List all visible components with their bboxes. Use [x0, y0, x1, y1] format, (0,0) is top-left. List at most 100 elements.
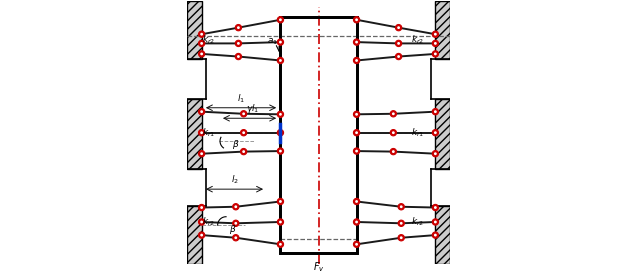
- Circle shape: [434, 33, 437, 36]
- Circle shape: [279, 131, 282, 134]
- Bar: [187, 1, 202, 59]
- Circle shape: [355, 131, 358, 134]
- Text: $k_{r2}$: $k_{r2}$: [203, 216, 216, 228]
- Circle shape: [354, 17, 360, 23]
- Circle shape: [392, 131, 395, 134]
- Bar: [435, 1, 450, 59]
- Circle shape: [434, 206, 437, 209]
- Circle shape: [354, 148, 360, 154]
- Circle shape: [279, 200, 282, 203]
- Circle shape: [200, 234, 203, 237]
- Circle shape: [237, 42, 240, 45]
- Circle shape: [398, 235, 404, 241]
- Circle shape: [433, 129, 438, 136]
- Circle shape: [200, 152, 203, 155]
- Circle shape: [397, 55, 400, 58]
- Circle shape: [433, 219, 438, 225]
- Circle shape: [355, 113, 358, 116]
- Circle shape: [434, 234, 437, 237]
- Text: $k_{r2}$: $k_{r2}$: [411, 216, 424, 228]
- Text: $\beta$: $\beta$: [232, 138, 240, 151]
- Circle shape: [237, 55, 240, 58]
- Circle shape: [241, 129, 247, 136]
- Circle shape: [354, 111, 360, 118]
- Circle shape: [277, 129, 283, 136]
- Circle shape: [279, 113, 282, 116]
- Text: $k_{r1}$: $k_{r1}$: [203, 126, 216, 139]
- Text: $k_{r2}$: $k_{r2}$: [203, 33, 216, 46]
- Circle shape: [199, 40, 204, 47]
- Circle shape: [233, 235, 239, 241]
- Text: $k_{r2}$: $k_{r2}$: [411, 33, 424, 46]
- Circle shape: [199, 108, 204, 115]
- Circle shape: [200, 52, 203, 55]
- Circle shape: [279, 221, 282, 223]
- Bar: [435, 206, 450, 264]
- Circle shape: [277, 17, 283, 23]
- Circle shape: [355, 221, 358, 223]
- Text: $F_v$: $F_v$: [313, 260, 324, 274]
- Bar: [187, 206, 202, 264]
- Circle shape: [390, 111, 396, 117]
- Circle shape: [355, 200, 358, 203]
- Circle shape: [433, 40, 438, 47]
- Circle shape: [355, 41, 358, 44]
- Circle shape: [242, 131, 245, 134]
- Circle shape: [354, 57, 360, 64]
- Circle shape: [355, 59, 358, 62]
- Circle shape: [279, 243, 282, 246]
- Circle shape: [277, 57, 283, 64]
- Circle shape: [277, 111, 283, 118]
- Circle shape: [242, 112, 245, 115]
- Circle shape: [235, 53, 241, 60]
- Circle shape: [277, 219, 283, 225]
- Circle shape: [398, 204, 404, 210]
- Circle shape: [355, 243, 358, 246]
- Circle shape: [279, 41, 282, 44]
- Circle shape: [392, 150, 395, 153]
- Circle shape: [200, 110, 203, 113]
- Circle shape: [241, 148, 247, 155]
- Circle shape: [434, 221, 437, 223]
- Circle shape: [277, 148, 283, 154]
- Circle shape: [234, 222, 237, 225]
- Circle shape: [354, 129, 360, 136]
- Circle shape: [354, 39, 360, 45]
- Circle shape: [390, 129, 396, 136]
- Circle shape: [434, 152, 437, 155]
- Circle shape: [392, 112, 395, 115]
- Circle shape: [277, 198, 283, 205]
- Circle shape: [199, 150, 204, 157]
- Circle shape: [233, 220, 239, 226]
- Circle shape: [354, 219, 360, 225]
- Circle shape: [279, 150, 282, 153]
- Circle shape: [396, 53, 402, 60]
- Circle shape: [434, 42, 437, 45]
- Circle shape: [277, 39, 283, 45]
- Circle shape: [233, 204, 239, 210]
- Circle shape: [235, 25, 241, 31]
- Circle shape: [279, 59, 282, 62]
- Circle shape: [434, 52, 437, 55]
- Circle shape: [241, 111, 247, 117]
- Circle shape: [400, 205, 403, 208]
- Text: $l_2$: $l_2$: [231, 174, 238, 186]
- Circle shape: [199, 31, 204, 37]
- Bar: [280, 17, 357, 253]
- Circle shape: [400, 236, 403, 239]
- Circle shape: [433, 150, 438, 157]
- Text: $l_1$: $l_1$: [237, 92, 245, 105]
- Circle shape: [199, 51, 204, 57]
- Circle shape: [433, 51, 438, 57]
- Text: $\gamma l_1$: $\gamma l_1$: [245, 102, 259, 115]
- Text: $\beta$: $\beta$: [229, 223, 237, 236]
- Circle shape: [354, 241, 360, 248]
- Circle shape: [200, 206, 203, 209]
- Text: $k_{r1}$: $k_{r1}$: [411, 126, 424, 139]
- Circle shape: [433, 232, 438, 238]
- Circle shape: [235, 40, 241, 47]
- Circle shape: [396, 25, 402, 31]
- Circle shape: [234, 236, 237, 239]
- Text: $a_1$: $a_1$: [268, 37, 278, 47]
- Circle shape: [200, 42, 203, 45]
